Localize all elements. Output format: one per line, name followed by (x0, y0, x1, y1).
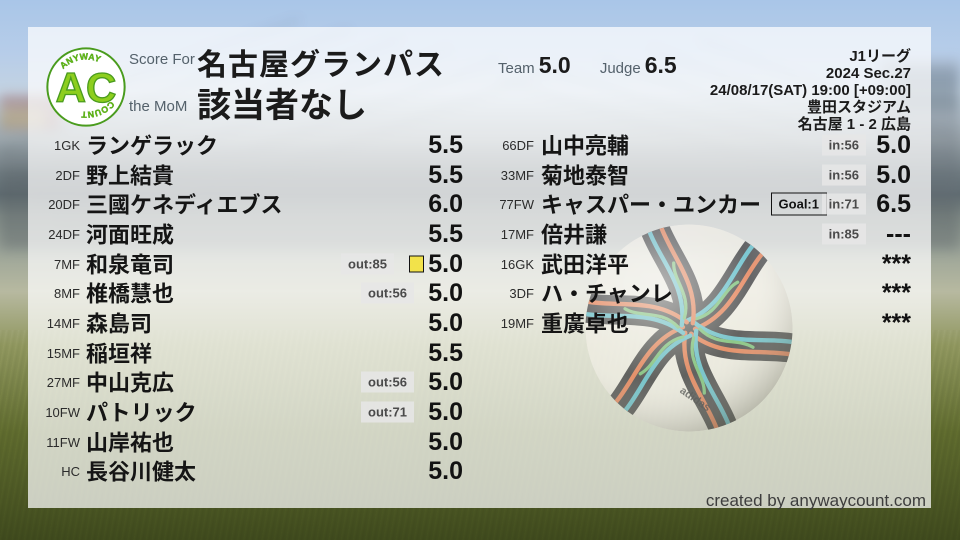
svg-text:AC: AC (56, 64, 117, 111)
